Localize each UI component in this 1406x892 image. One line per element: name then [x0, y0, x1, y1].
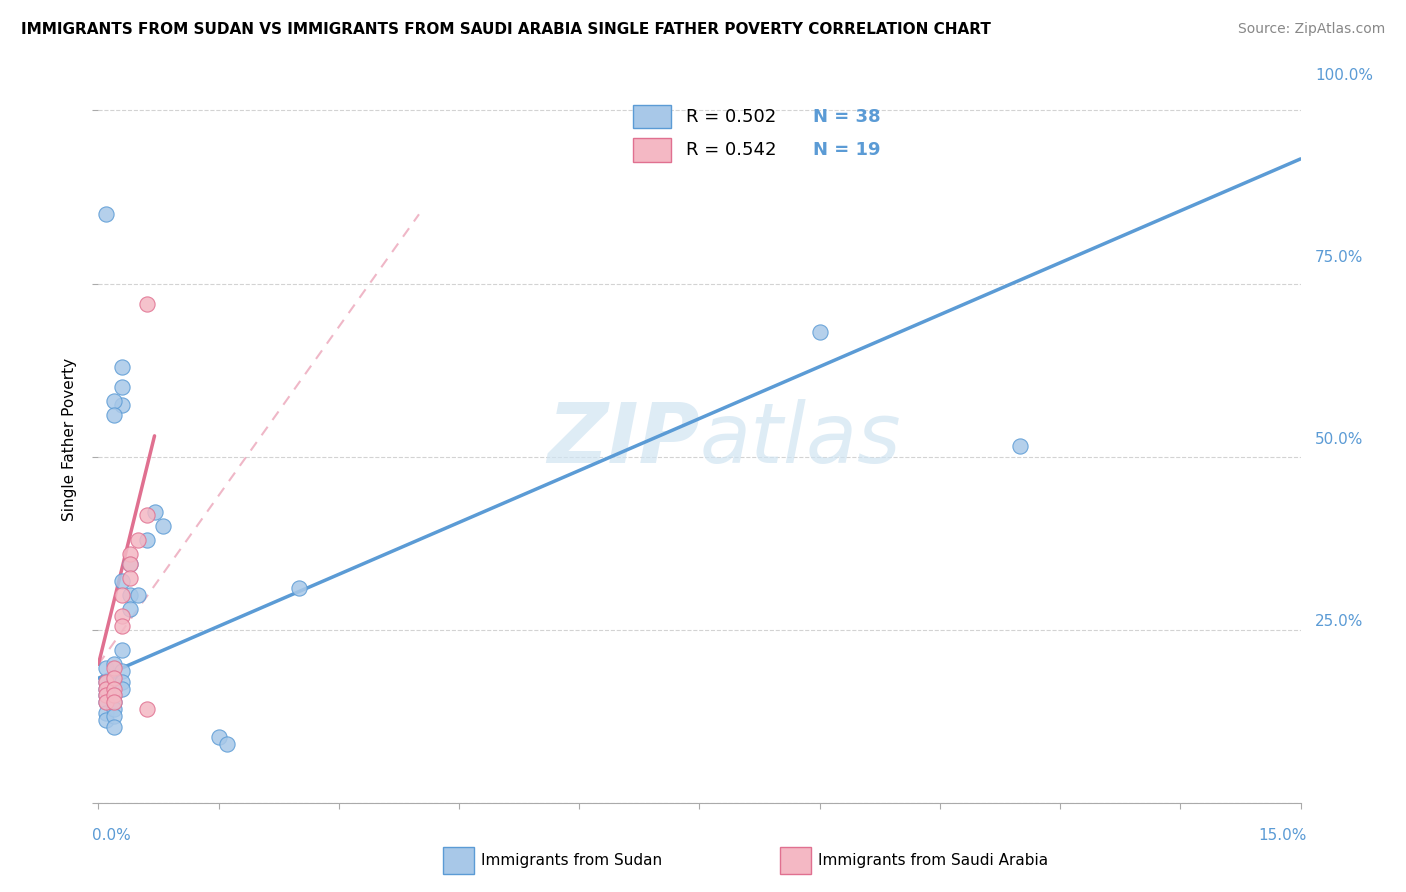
- Text: 15.0%: 15.0%: [1258, 829, 1306, 843]
- Point: [135, 297, 157, 311]
- Text: 50.0%: 50.0%: [1315, 432, 1364, 447]
- Point: [103, 695, 125, 709]
- Point: [103, 720, 125, 734]
- Text: 100.0%: 100.0%: [1315, 69, 1374, 83]
- Point: [135, 508, 157, 523]
- Point: [111, 674, 134, 689]
- Point: [103, 689, 125, 703]
- FancyBboxPatch shape: [633, 105, 672, 128]
- Point: [96, 674, 118, 689]
- Point: [143, 505, 166, 519]
- Point: [103, 657, 125, 672]
- Point: [96, 706, 118, 720]
- Point: [103, 709, 125, 723]
- Text: 75.0%: 75.0%: [1315, 250, 1364, 265]
- Point: [96, 681, 118, 696]
- Point: [103, 689, 125, 703]
- Text: Immigrants from Saudi Arabia: Immigrants from Saudi Arabia: [818, 854, 1049, 868]
- Text: R = 0.542: R = 0.542: [686, 141, 776, 159]
- Text: Immigrants from Sudan: Immigrants from Sudan: [481, 854, 662, 868]
- Point: [111, 681, 134, 696]
- Point: [808, 325, 831, 339]
- Point: [120, 547, 142, 561]
- Point: [103, 394, 125, 409]
- Point: [1010, 439, 1032, 453]
- Point: [96, 689, 118, 703]
- Point: [111, 588, 134, 602]
- Point: [111, 619, 134, 633]
- Point: [111, 380, 134, 394]
- Point: [96, 695, 118, 709]
- Point: [103, 671, 125, 685]
- Point: [111, 608, 134, 623]
- Text: atlas: atlas: [699, 399, 901, 480]
- Text: R = 0.502: R = 0.502: [686, 108, 776, 126]
- Point: [111, 359, 134, 374]
- FancyBboxPatch shape: [633, 138, 672, 161]
- Text: N = 38: N = 38: [813, 108, 880, 126]
- Point: [103, 671, 125, 685]
- Point: [103, 695, 125, 709]
- Point: [96, 695, 118, 709]
- Point: [135, 533, 157, 547]
- Point: [111, 643, 134, 657]
- Text: Source: ZipAtlas.com: Source: ZipAtlas.com: [1237, 22, 1385, 37]
- Point: [135, 702, 157, 716]
- Point: [103, 661, 125, 675]
- Point: [128, 533, 150, 547]
- Point: [111, 398, 134, 412]
- Point: [96, 689, 118, 703]
- Text: ZIP: ZIP: [547, 399, 699, 480]
- Point: [128, 588, 150, 602]
- Text: 0.0%: 0.0%: [93, 829, 131, 843]
- Point: [120, 557, 142, 571]
- Point: [111, 574, 134, 589]
- Point: [96, 681, 118, 696]
- Text: 25.0%: 25.0%: [1315, 614, 1364, 629]
- Point: [152, 519, 174, 533]
- Point: [120, 588, 142, 602]
- Point: [215, 737, 238, 751]
- Point: [96, 661, 118, 675]
- Point: [96, 207, 118, 221]
- Y-axis label: Single Father Poverty: Single Father Poverty: [62, 358, 77, 521]
- Point: [103, 408, 125, 422]
- Point: [103, 681, 125, 696]
- Point: [103, 702, 125, 716]
- Point: [103, 678, 125, 692]
- Point: [120, 571, 142, 585]
- Point: [96, 674, 118, 689]
- Text: IMMIGRANTS FROM SUDAN VS IMMIGRANTS FROM SAUDI ARABIA SINGLE FATHER POVERTY CORR: IMMIGRANTS FROM SUDAN VS IMMIGRANTS FROM…: [21, 22, 991, 37]
- Point: [120, 602, 142, 616]
- Point: [208, 730, 231, 744]
- Point: [96, 713, 118, 727]
- Text: N = 19: N = 19: [813, 141, 880, 159]
- Point: [111, 665, 134, 679]
- Point: [120, 557, 142, 571]
- Point: [288, 581, 311, 595]
